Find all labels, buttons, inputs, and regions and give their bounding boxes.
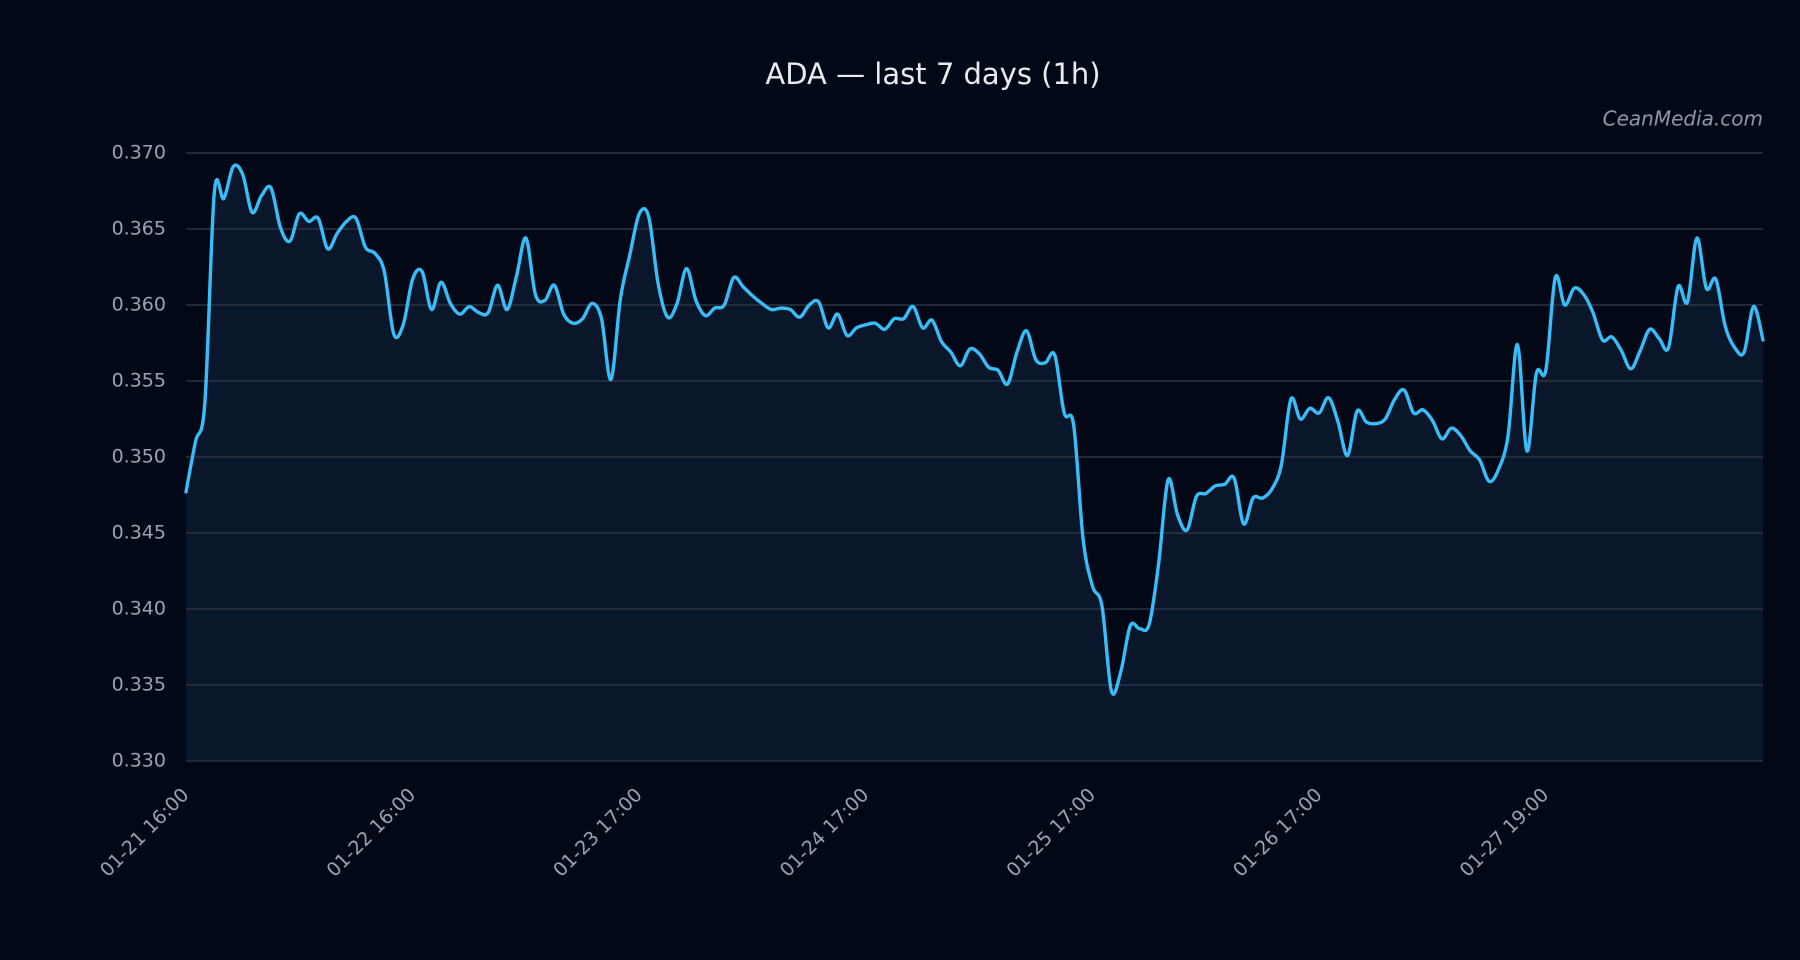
area-fill xyxy=(186,165,1763,761)
y-tick-label: 0.350 xyxy=(112,446,166,468)
price-line xyxy=(184,163,1765,696)
chart-title: ADA — last 7 days (1h) xyxy=(765,57,1100,91)
y-tick-label: 0.345 xyxy=(112,522,166,544)
y-tick-label: 0.365 xyxy=(112,218,166,240)
y-tick-label: 0.335 xyxy=(112,674,166,696)
y-tick-label: 0.360 xyxy=(112,294,166,316)
y-tick-label: 0.330 xyxy=(112,750,166,772)
y-tick-label: 0.370 xyxy=(112,142,166,164)
y-tick-label: 0.355 xyxy=(112,370,166,392)
y-tick-label: 0.340 xyxy=(112,598,166,620)
watermark: CeanMedia.com xyxy=(1603,107,1763,131)
